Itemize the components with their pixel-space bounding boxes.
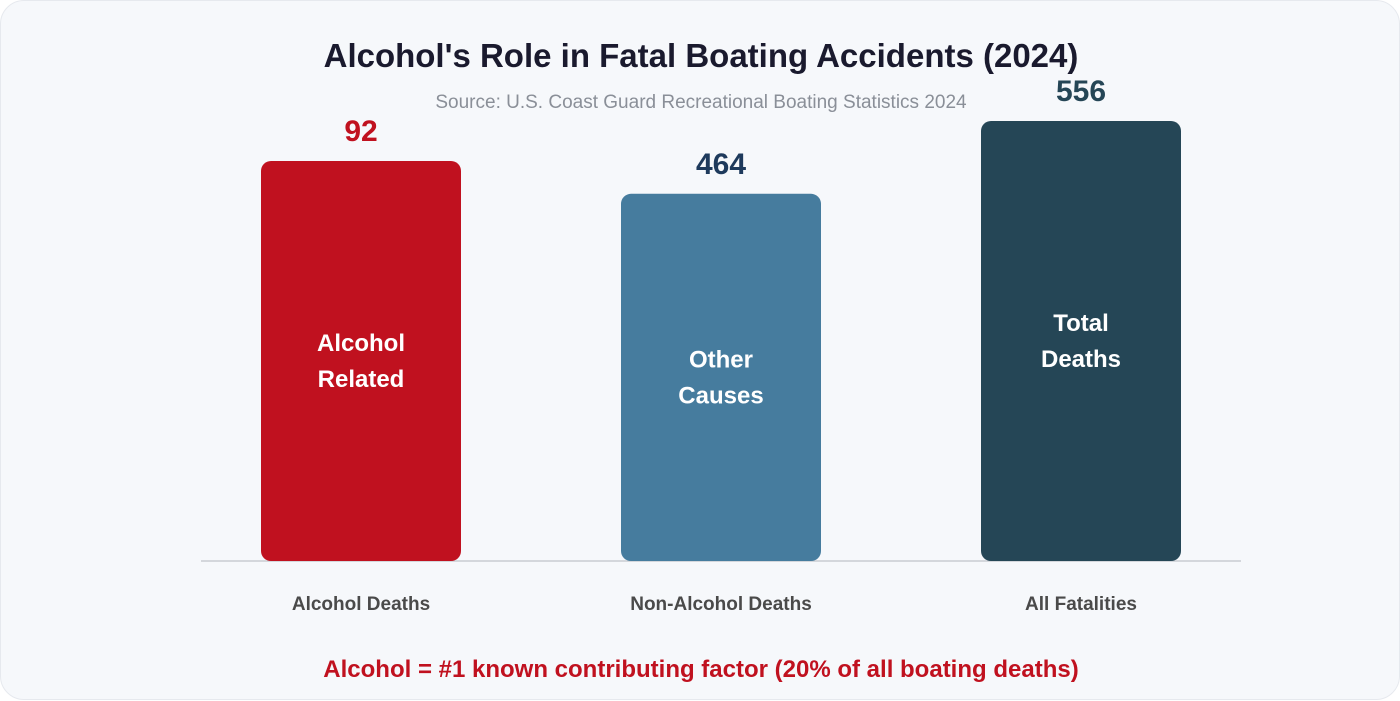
category-label-1: Alcohol Deaths	[292, 594, 430, 615]
bar-2	[621, 193, 821, 561]
bar-1	[261, 161, 461, 561]
bar-inner-label-3-1: Total	[1053, 310, 1109, 337]
chart-subtitle: Source: U.S. Coast Guard Recreational Bo…	[435, 92, 967, 113]
value-label-3: 556	[1056, 75, 1106, 108]
value-label-1: 92	[344, 115, 377, 148]
bar-inner-label-2-2: Causes	[678, 382, 763, 409]
category-label-2: Non-Alcohol Deaths	[630, 594, 812, 615]
bar-inner-label-2-1: Other	[689, 346, 753, 373]
bar-inner-label-3-2: Deaths	[1041, 346, 1121, 373]
bar-inner-label-1-2: Related	[318, 366, 405, 393]
chart-title: Alcohol's Role in Fatal Boating Accident…	[323, 37, 1079, 74]
value-label-2: 464	[696, 148, 746, 181]
bar-inner-label-1-1: Alcohol	[317, 330, 405, 357]
category-label-3: All Fatalities	[1025, 594, 1137, 615]
bar-3	[981, 121, 1181, 561]
chart-footnote: Alcohol = #1 known contributing factor (…	[323, 656, 1079, 683]
